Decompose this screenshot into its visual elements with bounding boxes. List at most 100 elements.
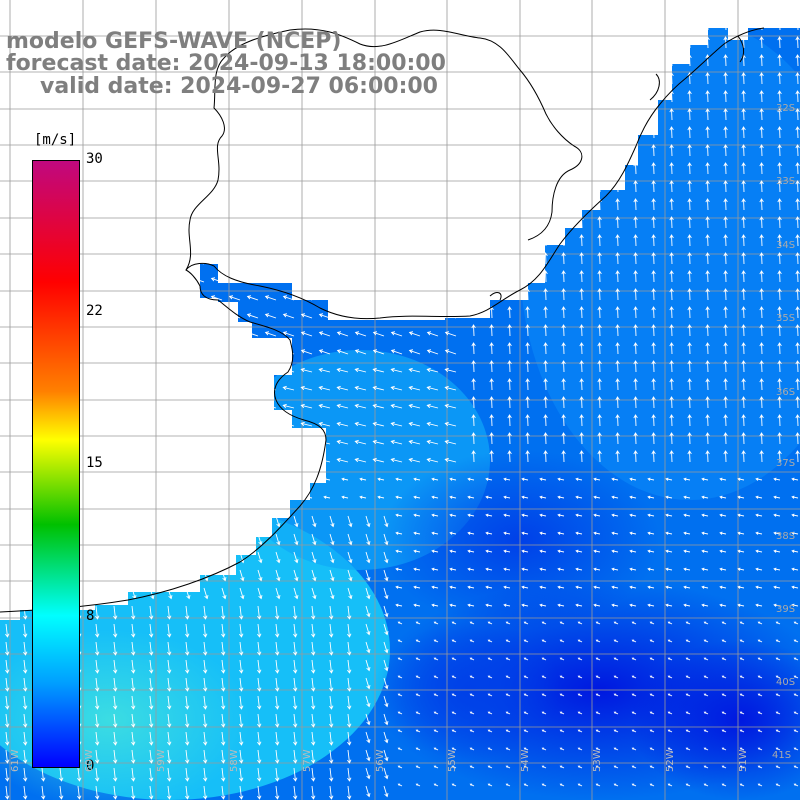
- wind-arrow: [156, 223, 169, 229]
- wind-arrow: [777, 234, 782, 247]
- wind-arrow: [131, 551, 137, 564]
- wind-arrow: [329, 659, 334, 674]
- wind-arrow: [167, 659, 172, 674]
- wind-arrow: [120, 133, 133, 139]
- wind-arrow: [629, 495, 637, 499]
- wind-arrow: [221, 533, 227, 546]
- wind-arrow: [543, 90, 548, 103]
- wind-arrow: [775, 729, 781, 733]
- wind-arrow: [633, 234, 638, 247]
- wind-arrow: [23, 731, 28, 746]
- wind-arrow: [174, 331, 187, 337]
- wind-arrow: [615, 306, 620, 319]
- wind-arrow: [683, 513, 691, 517]
- wind-arrow: [597, 216, 602, 229]
- wind-arrow: [23, 641, 28, 656]
- wind-arrow: [597, 252, 602, 265]
- wind-arrow: [167, 551, 173, 564]
- wind-arrow: [210, 313, 223, 319]
- wind-arrow: [777, 180, 782, 193]
- wind-arrow: [167, 785, 172, 800]
- wind-arrow: [631, 675, 637, 679]
- wind-arrow: [372, 385, 385, 391]
- wind-arrow: [595, 693, 601, 697]
- wind-arrow: [390, 457, 403, 463]
- wind-arrow: [579, 270, 584, 283]
- wind-arrow: [210, 439, 223, 445]
- wind-arrow: [102, 331, 115, 337]
- wind-arrow: [246, 223, 259, 229]
- wind-arrow: [471, 54, 476, 67]
- wind-arrow: [559, 675, 565, 679]
- lat-label: 38S: [776, 531, 796, 542]
- wind-arrow: [651, 216, 656, 229]
- wind-arrow: [282, 133, 295, 139]
- wind-arrow: [471, 450, 476, 463]
- wind-arrow: [541, 765, 547, 769]
- wind-arrow: [239, 533, 245, 546]
- wind-arrow: [741, 414, 746, 427]
- wind-arrow: [167, 767, 172, 782]
- wind-arrow: [777, 198, 782, 211]
- wind-arrow: [120, 385, 133, 391]
- wind-arrow: [210, 403, 223, 409]
- wind-arrow: [0, 349, 7, 355]
- wind-arrow: [239, 587, 245, 600]
- wind-arrow: [12, 241, 25, 247]
- wind-arrow: [433, 783, 439, 787]
- wind-arrow: [336, 439, 349, 445]
- wind-arrow: [113, 731, 118, 746]
- wind-arrow: [12, 277, 25, 283]
- wind-arrow: [167, 677, 172, 692]
- wind-arrow: [77, 767, 82, 782]
- wind-arrow: [84, 241, 97, 247]
- wind-arrow: [59, 767, 64, 782]
- wind-arrow: [471, 198, 476, 211]
- wind-arrow: [667, 657, 673, 661]
- wind-arrow: [239, 515, 245, 528]
- wind-arrow: [347, 713, 352, 728]
- wind-arrow: [615, 198, 620, 211]
- wind-arrow: [192, 187, 205, 193]
- wind-arrow: [595, 657, 601, 661]
- wind-arrow: [615, 234, 620, 247]
- wind-arrow: [633, 252, 638, 265]
- wind-arrow: [759, 414, 764, 427]
- wind-arrow: [597, 108, 602, 121]
- wind-arrow: [264, 439, 277, 445]
- wind-arrow: [282, 457, 295, 463]
- wind-arrow: [329, 587, 335, 600]
- wind-arrow: [467, 513, 475, 517]
- wind-arrow: [575, 567, 583, 571]
- wind-arrow: [149, 515, 155, 528]
- wind-arrow: [156, 187, 169, 193]
- wind-arrow: [95, 731, 100, 746]
- wind-arrow: [667, 747, 673, 751]
- wind-arrow: [705, 234, 710, 247]
- wind-arrow: [415, 621, 421, 625]
- wind-arrow: [651, 342, 656, 355]
- wind-arrow: [0, 495, 7, 499]
- wind-arrow: [541, 747, 547, 751]
- wind-arrow: [275, 587, 281, 600]
- wind-arrow: [275, 713, 280, 728]
- wind-arrow: [293, 695, 298, 710]
- wind-arrow: [264, 205, 277, 211]
- wind-arrow: [559, 621, 565, 625]
- wind-arrow: [23, 785, 28, 800]
- wind-arrow: [451, 657, 457, 661]
- wind-arrow: [489, 72, 494, 85]
- wind-arrow: [264, 169, 277, 175]
- wind-arrow: [633, 450, 638, 463]
- wind-arrow: [408, 421, 421, 427]
- wind-arrow: [365, 587, 371, 600]
- wind-arrow: [525, 198, 530, 211]
- wind-arrow: [354, 133, 367, 139]
- wind-arrow: [203, 605, 208, 620]
- wind-arrow: [365, 767, 371, 780]
- wind-arrow: [705, 324, 710, 337]
- wind-arrow: [0, 241, 7, 247]
- wind-arrow: [651, 288, 656, 301]
- wind-arrow: [683, 477, 691, 481]
- wind-arrow: [685, 711, 691, 715]
